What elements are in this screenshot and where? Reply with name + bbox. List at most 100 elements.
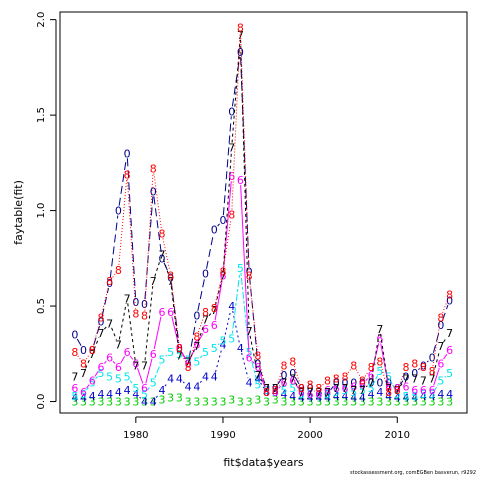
series-4-point: 4 [237,342,244,355]
series-6-point: 6 [115,361,122,374]
series-8-point: 8 [298,382,305,395]
series-5-point: 5 [446,367,453,380]
series-8-point: 8 [263,386,270,399]
y-tick-label: 0.0 [36,394,47,410]
series-0-segment [154,196,161,253]
series-8-point: 8 [246,270,253,283]
series-5-point: 5 [219,334,226,347]
series-0-point: 0 [193,310,200,323]
series-7-point: 7 [150,275,157,288]
series-8-segment [154,174,161,229]
series-8-point: 8 [333,373,340,386]
series-7-point: 7 [402,373,409,386]
series-8-point: 8 [115,264,122,277]
series-8-point: 8 [176,342,183,355]
series-0-point: 0 [80,344,87,357]
series-6-point: 6 [211,319,218,332]
series-8-point: 8 [167,270,174,283]
series-8-point: 8 [193,331,200,344]
series-8-point: 8 [402,361,409,374]
series-6-point: 6 [246,352,253,365]
series-5-point: 5 [211,342,218,355]
series-7-point: 7 [446,327,453,340]
series-8-point: 8 [411,357,418,370]
series-6-point: 6 [411,384,418,397]
series-6-point: 6 [167,306,174,319]
series-6-point: 6 [80,386,87,399]
series-8-point: 8 [254,350,261,363]
series-8-point: 8 [280,359,287,372]
series-8-point: 8 [202,306,209,319]
series-3-point: 3 [167,392,174,405]
series-8-point: 8 [211,302,218,315]
series-3-point: 3 [254,394,261,407]
series-6-point: 6 [158,306,165,319]
x-tick-label: 1990 [210,430,235,441]
series-8-segment [241,32,249,270]
series-3-point: 3 [211,396,218,409]
series-3-point: 3 [124,396,131,409]
series-7-point: 7 [280,376,287,389]
series-7-point: 7 [97,327,104,340]
footer-note: stockassessment.org, comEGBen basverun, … [350,470,476,476]
x-tick-label: 1980 [123,430,148,441]
series-0-point: 0 [219,214,226,227]
series-4-point: 4 [202,371,209,384]
y-tick-label: 1.0 [36,203,47,219]
series-8-point: 8 [106,275,113,288]
series-4-point: 4 [106,388,113,401]
series-0-point: 0 [150,185,157,198]
series-8-point: 8 [420,361,427,374]
series-4-point: 4 [158,384,165,397]
series-4-point: 4 [115,386,122,399]
series-7-point: 7 [341,382,348,395]
series-0-point: 0 [124,147,131,160]
series-8-point: 8 [132,308,139,321]
series-7-point: 7 [254,369,261,382]
series-5-point: 5 [437,375,444,388]
series-4-point: 4 [167,373,174,386]
series-8-point: 8 [185,361,192,374]
series-4-point: 4 [193,380,200,393]
series-8-point: 8 [237,21,244,34]
series-8-point: 8 [324,375,331,388]
series-5-point: 5 [132,382,139,395]
series-8-point: 8 [124,168,131,181]
series-3-point: 3 [228,394,235,407]
series-7-point: 7 [158,249,165,262]
series-7-point: 7 [289,373,296,386]
series-8-point: 8 [341,371,348,384]
series-3-point: 3 [237,396,244,409]
series-8-point: 8 [80,357,87,370]
series-4-point: 4 [446,388,453,401]
series-0-point: 0 [115,205,122,218]
series-4-point: 4 [185,380,192,393]
series-6-point: 6 [429,384,436,397]
series-5-point: 5 [167,346,174,359]
series-6-point: 6 [437,357,444,370]
series-6-segment [154,317,161,349]
series-6-point: 6 [150,348,157,361]
series-5-point: 5 [158,354,165,367]
series-8-point: 8 [307,378,314,391]
series-8-point: 8 [150,163,157,176]
series-6-point: 6 [141,382,148,395]
series-4-point: 4 [437,388,444,401]
series-7-point: 7 [437,340,444,353]
series-8-point: 8 [228,208,235,221]
series-7-point: 7 [141,359,148,372]
series-6-point: 6 [89,375,96,388]
series-6-point: 6 [97,361,104,374]
series-6-point: 6 [106,352,113,365]
series-5-point: 5 [228,333,235,346]
series-8-point: 8 [219,266,226,279]
series-8-point: 8 [289,355,296,368]
series-8-point: 8 [368,361,375,374]
series-0-segment [207,235,214,269]
series-4-point: 4 [150,396,157,409]
series-7-point: 7 [132,359,139,372]
